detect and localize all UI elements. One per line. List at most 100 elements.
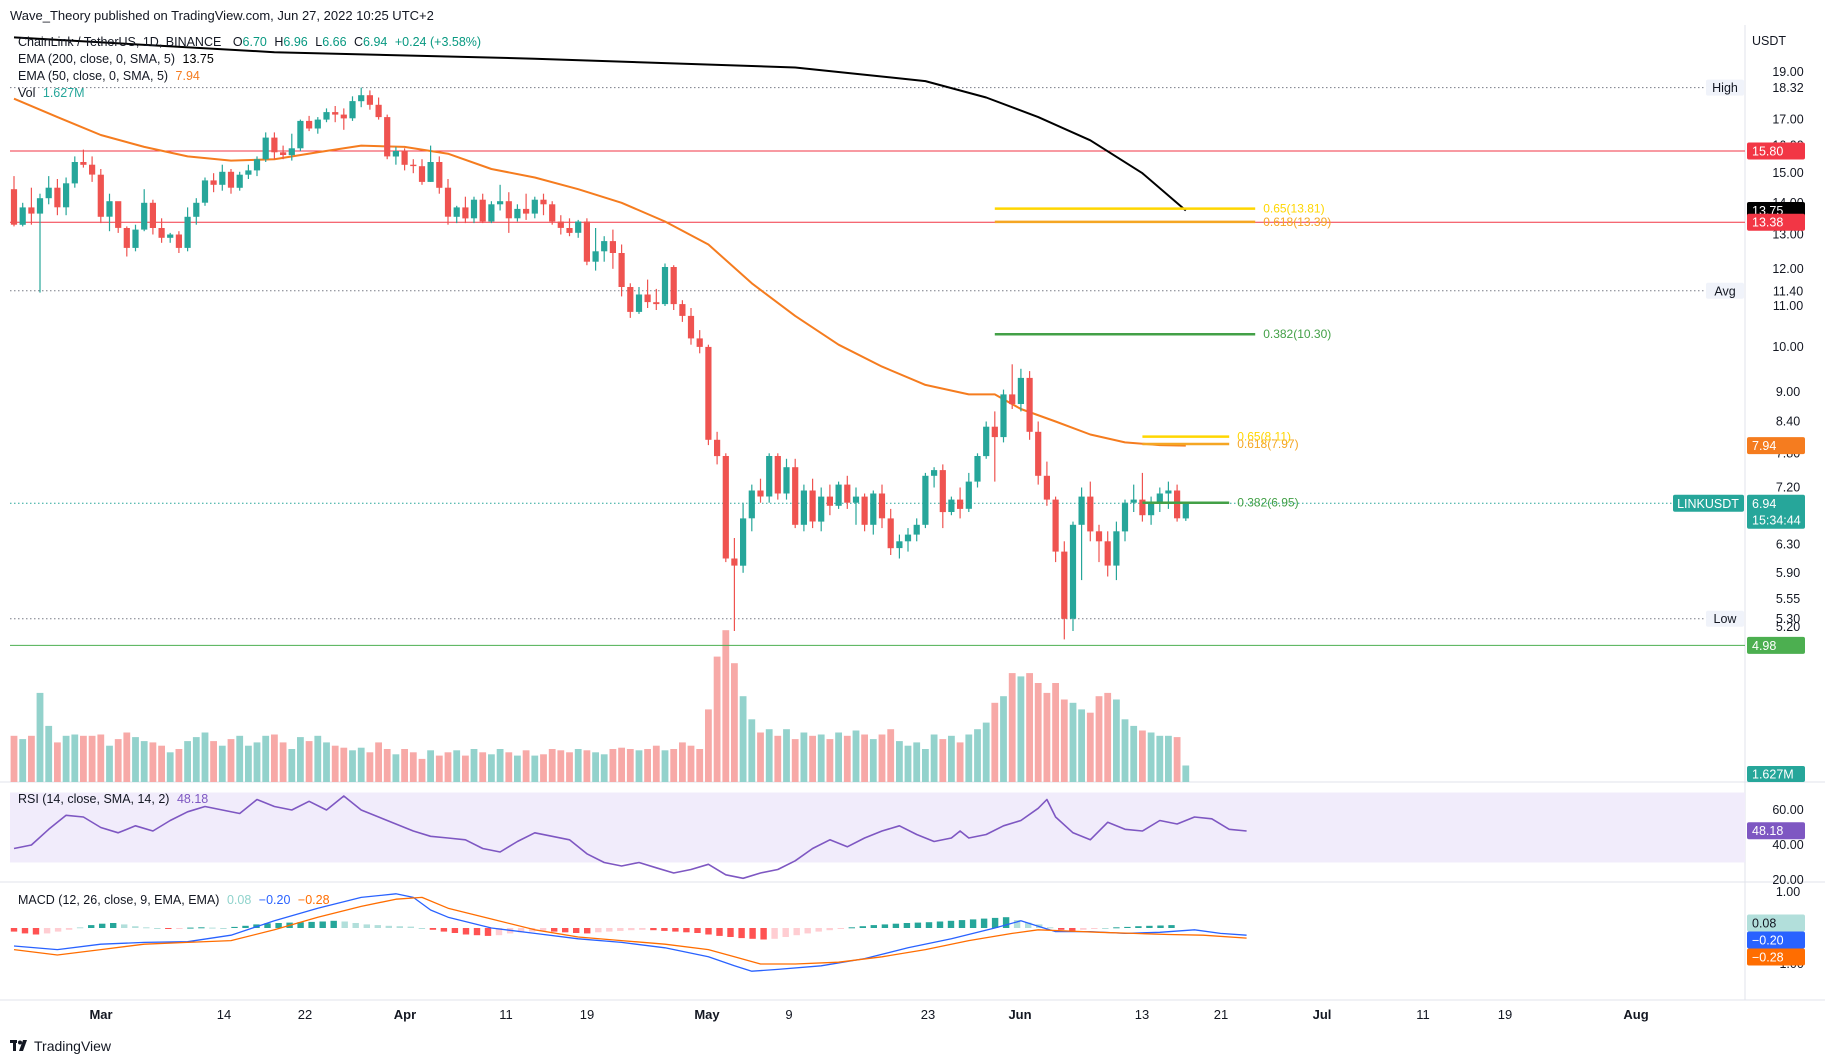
macd-tag-box [1747,914,1805,932]
candle [1017,368,1024,412]
volume-bar [757,732,764,782]
price-tag-caption: Low [1714,612,1738,626]
volume-bar [383,749,391,782]
price-tag-box [1747,142,1805,160]
volume-bar [349,750,356,782]
candle [28,187,35,225]
volume-bar [1173,737,1181,782]
macd-line [13,893,1247,972]
candle [1148,496,1155,525]
volume-legend[interactable]: Vol 1.627M [18,86,85,100]
macd-histogram-bar [573,928,580,933]
macd-histogram-bar [517,928,525,933]
candle [974,453,981,488]
candle [983,421,990,459]
macd-histogram-bar [352,923,359,928]
volume-bar [80,735,87,782]
volume-bar [566,752,573,782]
macd-histogram-bar [881,924,889,928]
volume-bar [679,742,686,782]
macd-histogram-bar [1146,925,1153,928]
price-tag-value: 18.32 [1772,81,1803,95]
candle [653,288,660,310]
candle [497,184,504,211]
macd-histogram-bar [760,928,767,940]
macd-histogram-bar [925,922,933,928]
symbol-legend[interactable]: ChainLink / TetherUS, 1D, BINANCE O6.70 … [18,35,481,49]
candle [462,196,469,224]
macd-histogram-bar [1047,927,1054,929]
macd-hist-value: 0.08 [226,893,252,907]
volume-bar [392,754,400,782]
macd-histogram-bar [815,928,822,932]
candle [679,300,686,322]
fib-level-label: 0.618(7.97) [1237,437,1298,451]
macd-histogram-bar [639,928,646,930]
candle [627,283,634,318]
volume-bar [331,745,339,782]
candle [97,169,104,224]
macd-histogram-bar [32,928,40,935]
price-tick-label: 19.00 [1772,65,1803,79]
volume-bar [1043,692,1051,782]
tradingview-logo[interactable]: TradingView [10,1038,111,1054]
volume-bar [297,737,304,782]
macd-histogram-bar [826,928,833,931]
price-tag-box [1747,636,1805,654]
candle [809,478,816,529]
ema50-legend[interactable]: EMA (50, close, 0, SMA, 5) 7.94 [18,69,200,83]
volume-bar [1104,692,1112,782]
volume-bar [140,741,148,782]
candle [280,145,287,160]
candle [922,472,929,529]
rsi-legend[interactable]: RSI (14, close, SMA, 14, 2) 48.18 [18,792,208,806]
volume-value: 1.627M [42,86,85,100]
time-tick-label: 9 [785,1007,792,1022]
candle [167,232,174,243]
volume-bar [192,737,200,782]
macd-histogram-bar [21,928,29,934]
volume-bar [62,735,70,782]
ema200-legend[interactable]: EMA (200, close, 0, SMA, 5) 13.75 [18,52,214,66]
macd-histogram-bar [275,923,282,928]
time-tick-label: 14 [217,1007,231,1022]
price-axis-unit: USDT [1752,34,1787,48]
rsi-line [13,795,1247,880]
price-tag-caption-box [1706,610,1744,627]
macd-histogram-bar [606,928,613,932]
ema200-label: EMA (200, close, 0, SMA, 5) [18,52,176,66]
fib-level-label: 0.65(8.11) [1237,430,1291,444]
candle [436,156,443,194]
volume-bar [227,739,235,782]
candle [826,484,833,516]
high-value: 6.96 [283,35,308,49]
macd-histogram-bar [1080,928,1087,930]
volume-bar [149,742,157,782]
volume-bar [418,758,426,782]
volume-bar [913,742,921,782]
volume-bar [583,750,591,782]
volume-bar [1052,683,1059,782]
macd-histogram-bar [43,928,51,934]
candle [722,453,729,563]
close-value: 6.94 [363,35,388,49]
macd-histogram-bar [683,928,690,933]
volume-bar [271,734,278,782]
price-tag-caption: Avg [1714,284,1735,298]
price-tick-label: 5.20 [1776,620,1800,634]
macd-histogram-bar [1025,922,1032,928]
candle [1009,364,1016,409]
candle [1104,531,1111,577]
high-label: H [274,35,284,49]
volume-bar [366,752,374,782]
candle [965,472,972,512]
candle [1035,421,1042,485]
candle [245,164,252,179]
candle [227,169,235,194]
volume-bar [574,749,582,782]
macd-legend[interactable]: MACD (12, 26, close, 9, EMA, EMA) 0.08 −… [18,893,330,907]
volume-bar [522,750,530,782]
price-tag-caption-box [1706,79,1744,96]
volume-bar [635,750,643,782]
